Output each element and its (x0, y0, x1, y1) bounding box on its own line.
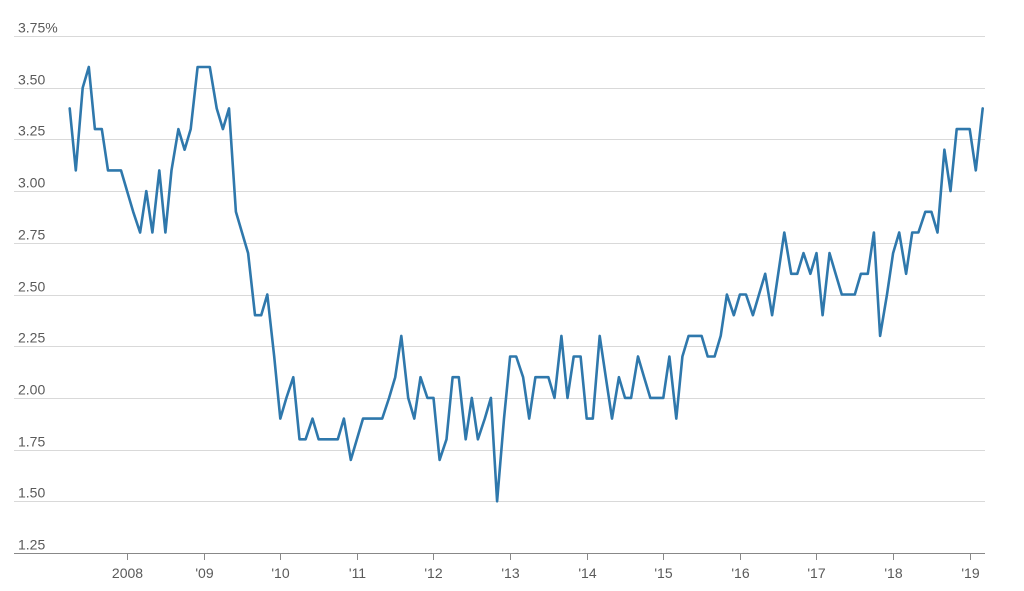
y-tick-label: 1.25 (18, 537, 45, 553)
x-tick-label: '17 (807, 565, 825, 581)
x-tick-label: '16 (731, 565, 749, 581)
y-tick-label: 1.75 (18, 434, 45, 450)
y-tick-label: 2.50 (18, 279, 45, 295)
y-tick-label: 3.25 (18, 123, 45, 139)
x-axis: 2008 '09 '10 '11 '12 '13 '14 '15 '16 '17 '18 '19 (14, 553, 985, 581)
y-tick-label: 3.50 (18, 72, 45, 88)
y-tick-label: 2.75 (18, 227, 45, 243)
y-tick-label: 3.75% (18, 20, 58, 36)
x-tick-label: 2008 (112, 565, 143, 581)
x-tick-label: '09 (195, 565, 213, 581)
x-tick-label: '10 (271, 565, 289, 581)
gridlines (14, 36, 985, 502)
y-tick-label: 3.00 (18, 175, 45, 191)
y-tick-label: 1.50 (18, 485, 45, 501)
y-tick-label: 2.25 (18, 330, 45, 346)
series-line (68, 65, 984, 503)
x-tick-label: '15 (654, 565, 672, 581)
x-tick-label: '18 (884, 565, 902, 581)
y-tick-label: 2.00 (18, 382, 45, 398)
y-axis-tick-labels: 3.75% 3.50 3.25 3.00 2.75 2.50 2.25 2.00 1.75 1.5… (18, 20, 58, 553)
x-tick-label: '11 (349, 565, 366, 581)
x-tick-label: '13 (501, 565, 519, 581)
x-tick-label: '14 (578, 565, 596, 581)
x-tick-label: '12 (424, 565, 442, 581)
series-layer (68, 65, 984, 503)
x-tick-label: '19 (961, 565, 979, 581)
